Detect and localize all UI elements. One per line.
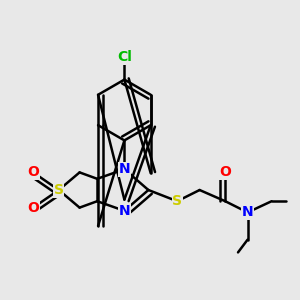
Text: Cl: Cl bbox=[117, 50, 132, 64]
Text: O: O bbox=[27, 165, 39, 179]
Text: O: O bbox=[27, 201, 39, 214]
Text: O: O bbox=[219, 165, 231, 179]
Text: S: S bbox=[172, 194, 182, 208]
Text: N: N bbox=[242, 206, 254, 219]
Text: S: S bbox=[54, 183, 64, 197]
Text: N: N bbox=[118, 162, 130, 176]
Text: N: N bbox=[118, 204, 130, 218]
